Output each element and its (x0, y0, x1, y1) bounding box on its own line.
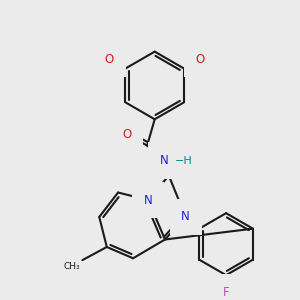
Text: O: O (122, 128, 131, 141)
Text: N: N (181, 210, 190, 224)
Text: CH₃: CH₃ (64, 262, 80, 271)
Text: −H: −H (174, 156, 192, 166)
Text: N: N (160, 154, 169, 167)
Text: F: F (223, 286, 230, 298)
Text: O: O (104, 52, 114, 66)
Text: N: N (144, 194, 152, 206)
Text: O: O (196, 52, 205, 66)
